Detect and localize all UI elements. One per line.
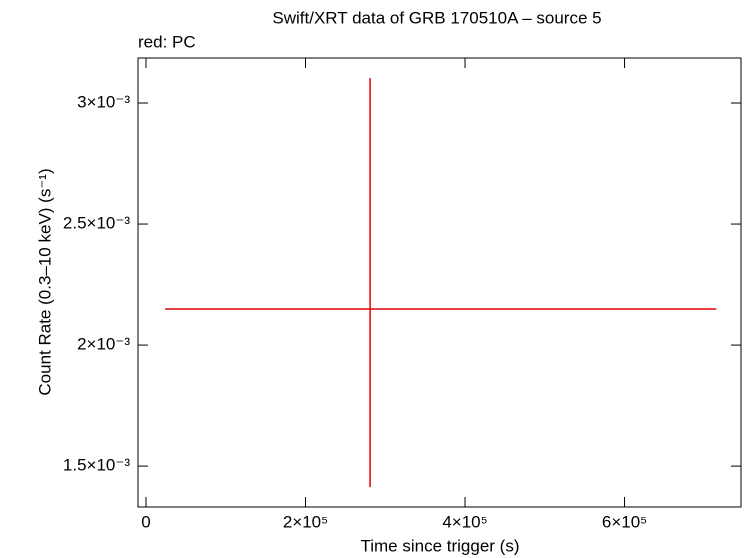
y-tick-label: 2×10⁻³ [77, 335, 130, 354]
y-axis-label: Count Rate (0.3–10 keV) (s⁻¹) [35, 168, 54, 395]
x-tick-label: 2×10⁵ [283, 512, 328, 531]
y-tick-label: 3×10⁻³ [77, 93, 130, 112]
y-tick-label: 1.5×10⁻³ [63, 456, 130, 475]
legend-note: red: PC [138, 32, 196, 51]
x-tick-label: 4×10⁵ [442, 512, 487, 531]
x-tick-label: 6×10⁵ [602, 512, 647, 531]
y-tick-label: 2.5×10⁻³ [63, 214, 130, 233]
x-tick-label: 0 [141, 512, 150, 531]
chart-title: Swift/XRT data of GRB 170510A – source 5 [272, 8, 601, 27]
plot-frame [137, 57, 742, 508]
x-axis-label: Time since trigger (s) [360, 536, 519, 555]
